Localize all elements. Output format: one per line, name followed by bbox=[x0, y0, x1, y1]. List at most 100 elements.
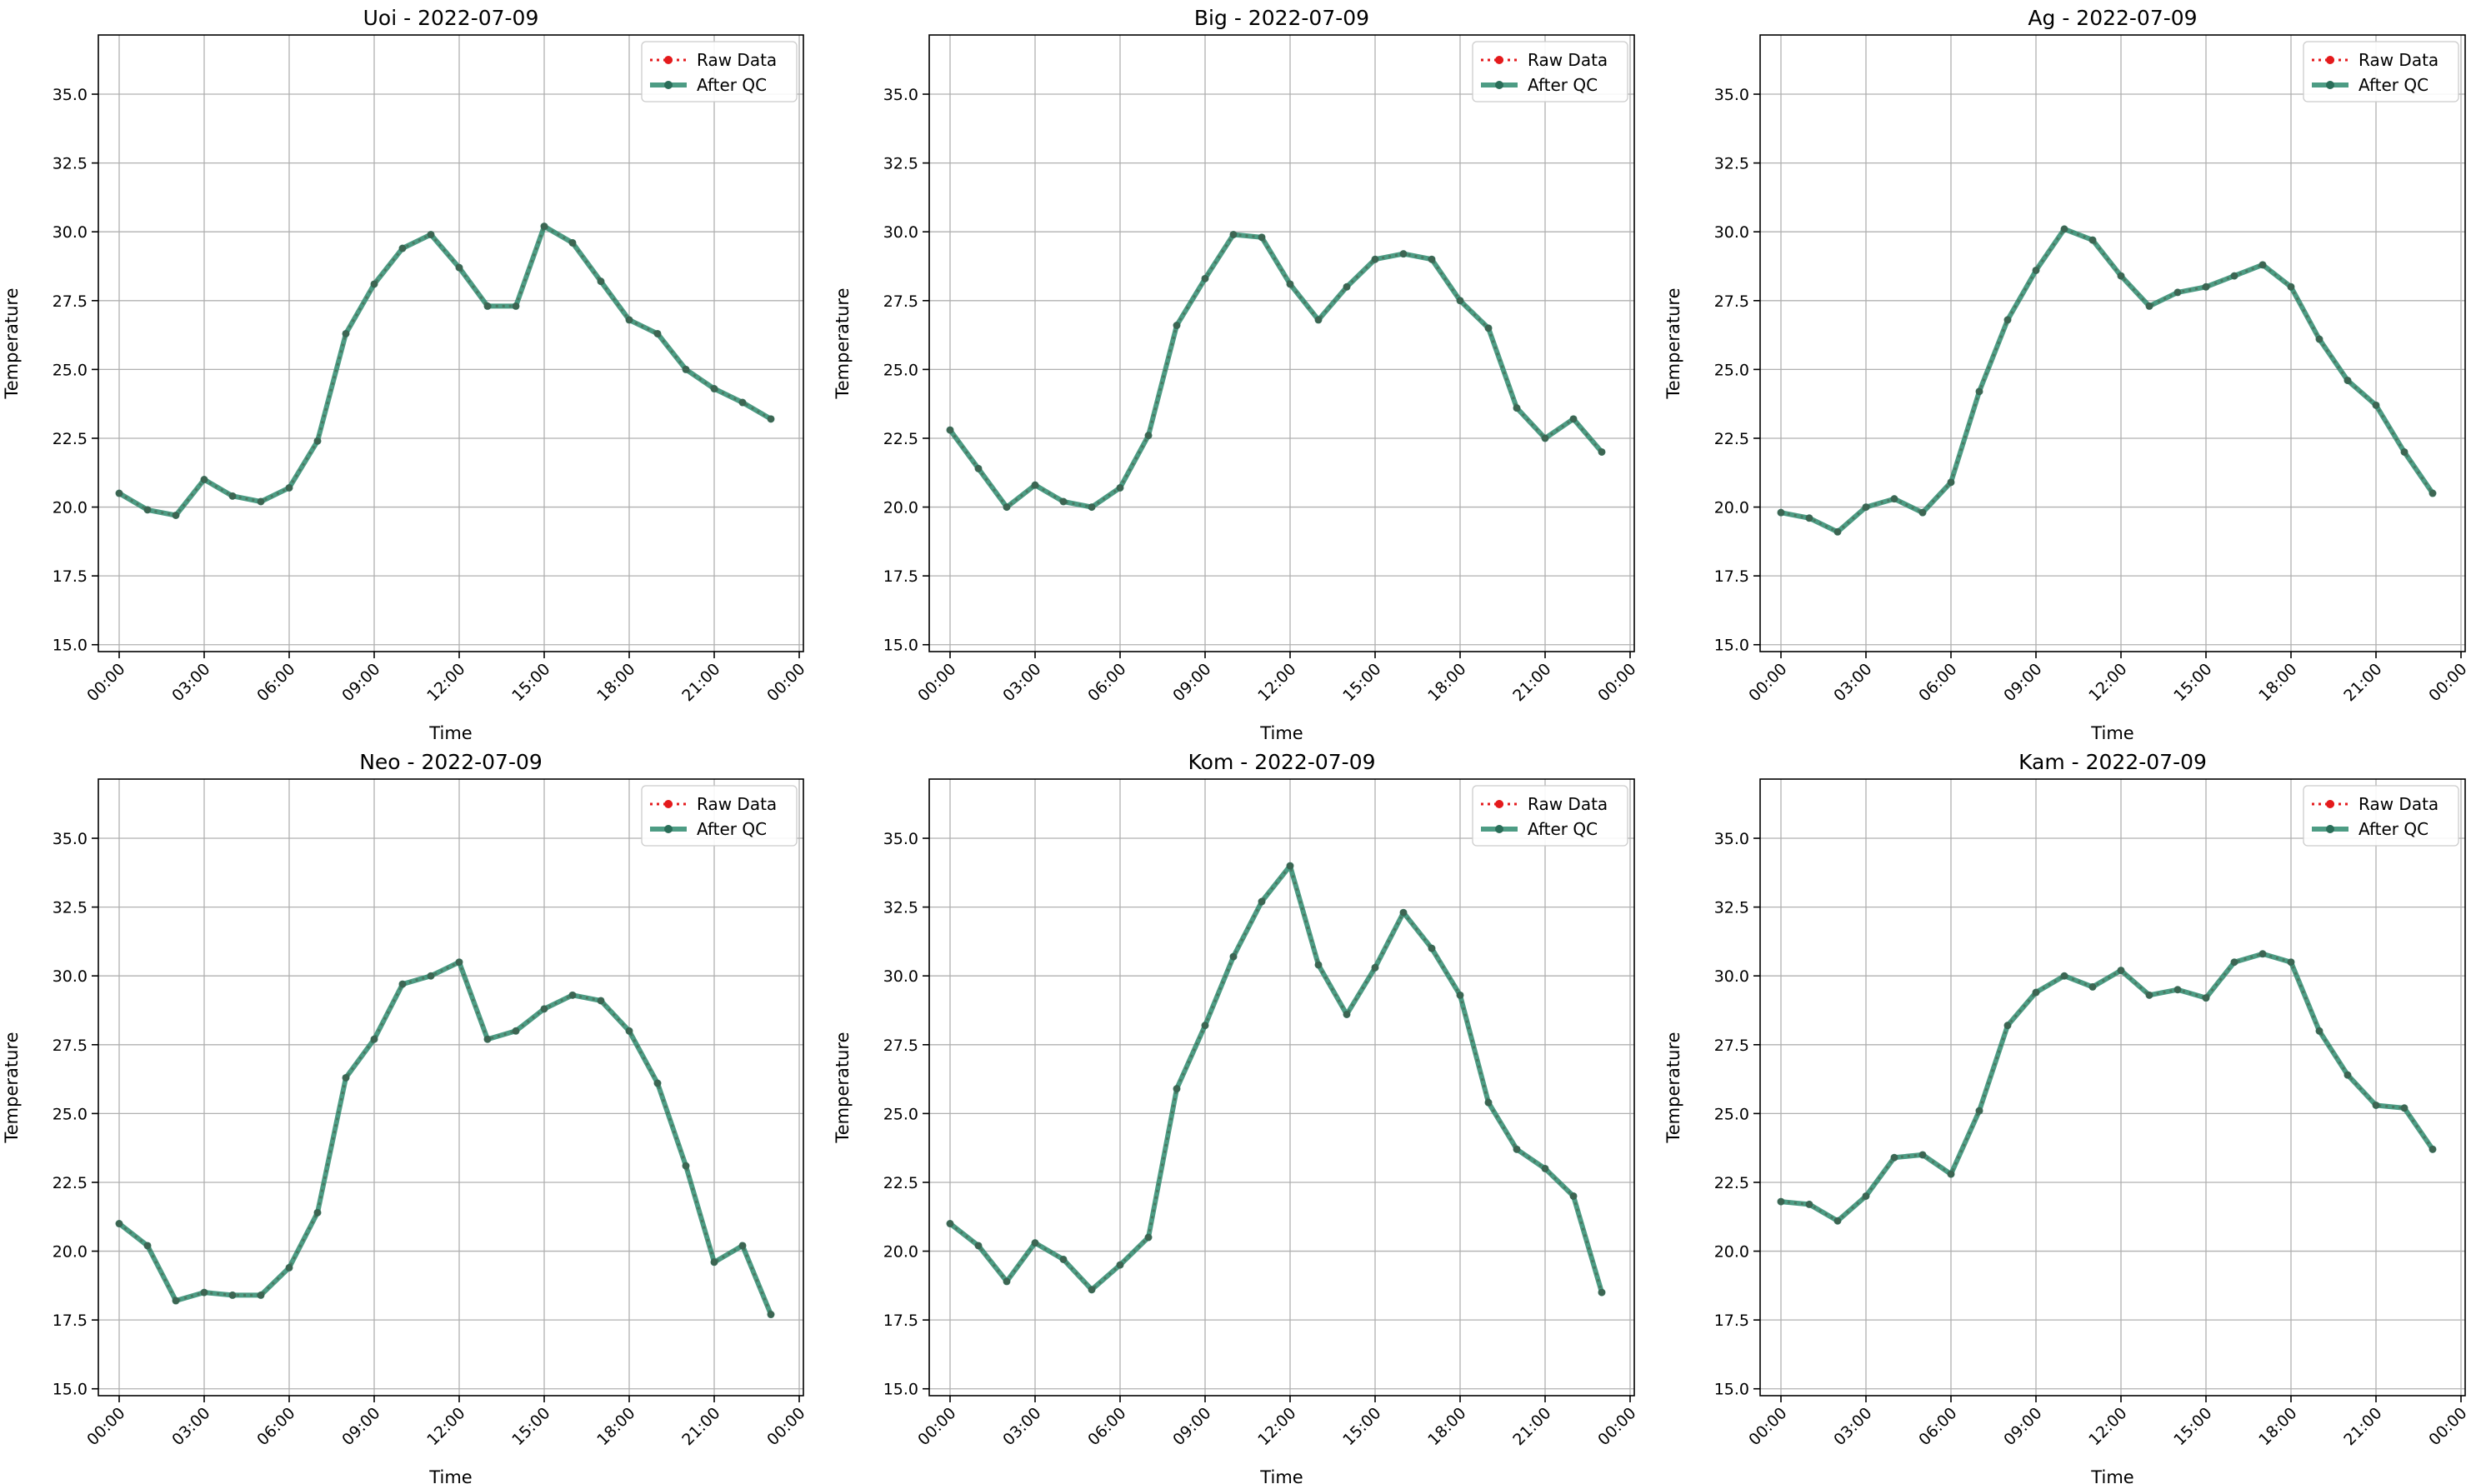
after-qc-point bbox=[540, 222, 548, 231]
plot-area bbox=[98, 35, 803, 652]
legend-marker-after-qc bbox=[1495, 825, 1503, 833]
legend: Raw Data After QC bbox=[2303, 41, 2459, 102]
after-qc-point bbox=[1116, 483, 1124, 492]
x-tick-label: 09:00 bbox=[1169, 1404, 1214, 1449]
x-tick-label: 09:00 bbox=[1169, 660, 1214, 705]
x-tick-label: 00:00 bbox=[763, 1404, 808, 1449]
x-tick-label: 06:00 bbox=[1915, 660, 1960, 705]
series-line-after-qc bbox=[1780, 951, 2435, 1224]
y-tick-label: 35.0 bbox=[53, 86, 88, 104]
after-qc-point bbox=[285, 483, 293, 492]
x-tick-label: 15:00 bbox=[1339, 660, 1384, 705]
x-tick-label: 00:00 bbox=[763, 660, 808, 705]
plot-frame bbox=[1759, 34, 2466, 652]
y-tick-label: 22.5 bbox=[53, 1174, 88, 1192]
after-qc-point bbox=[2372, 401, 2380, 409]
after-qc-point bbox=[455, 263, 463, 272]
x-tick-label: 09:00 bbox=[338, 660, 383, 705]
after-qc-point bbox=[974, 464, 983, 472]
after-qc-point bbox=[2230, 958, 2238, 967]
after-qc-point bbox=[342, 329, 350, 337]
y-tick-label: 20.0 bbox=[1714, 1243, 1749, 1262]
after-qc-point bbox=[1456, 297, 1464, 305]
after-qc-point bbox=[1890, 495, 1898, 503]
after-qc-point bbox=[1862, 1192, 1870, 1200]
after-qc-point bbox=[946, 426, 954, 434]
after-qc-point bbox=[2117, 272, 2125, 280]
after-qc-point bbox=[398, 980, 407, 988]
x-axis-label: Time bbox=[2090, 723, 2133, 743]
after-qc-point bbox=[483, 1035, 492, 1043]
x-tick-label: 12:00 bbox=[1254, 1404, 1299, 1449]
x-tick-label: 03:00 bbox=[999, 660, 1044, 705]
series-line-after-qc bbox=[118, 959, 773, 1316]
x-tick-label: 03:00 bbox=[168, 1404, 213, 1449]
legend-marker-raw-data bbox=[2326, 800, 2334, 808]
after-qc-point bbox=[115, 489, 123, 497]
x-tick-label: 12:00 bbox=[2085, 660, 2130, 705]
x-tick-label: 00:00 bbox=[1594, 660, 1639, 705]
after-qc-point bbox=[2060, 225, 2068, 233]
after-qc-point bbox=[1569, 415, 1578, 423]
after-qc-point bbox=[710, 385, 718, 393]
after-qc-point bbox=[228, 1291, 237, 1299]
after-qc-point bbox=[2060, 972, 2068, 980]
after-qc-point bbox=[1975, 1107, 1983, 1115]
x-tick-label: 00:00 bbox=[914, 660, 959, 705]
after-qc-point bbox=[1003, 1277, 1011, 1286]
after-qc-point bbox=[682, 365, 690, 373]
y-tick-label: 30.0 bbox=[1714, 223, 1749, 242]
plot-frame bbox=[928, 34, 1635, 652]
after-qc-point bbox=[1399, 250, 1408, 258]
after-qc-point bbox=[767, 415, 775, 423]
y-tick-label: 35.0 bbox=[1714, 86, 1749, 104]
after-qc-point bbox=[1201, 1022, 1209, 1030]
after-qc-point bbox=[2202, 994, 2210, 1002]
after-qc-point bbox=[427, 972, 435, 980]
y-tick-label: 25.0 bbox=[1714, 361, 1749, 379]
after-qc-point bbox=[625, 1027, 633, 1035]
after-qc-point bbox=[2428, 489, 2437, 497]
legend-label-after-qc: After QC bbox=[697, 819, 767, 839]
x-axis-label: Time bbox=[1259, 723, 1303, 743]
x-tick-label: 06:00 bbox=[1084, 1404, 1129, 1449]
y-tick-label: 32.5 bbox=[883, 155, 918, 173]
after-qc-point bbox=[1947, 1170, 1955, 1178]
after-qc-point bbox=[1428, 255, 1436, 263]
x-tick-label: 09:00 bbox=[2000, 660, 2045, 705]
after-qc-point bbox=[2372, 1101, 2380, 1109]
after-qc-point bbox=[1541, 434, 1549, 442]
y-tick-label: 25.0 bbox=[53, 361, 88, 379]
after-qc-point bbox=[1598, 447, 1606, 456]
after-qc-point bbox=[625, 316, 633, 324]
after-qc-point bbox=[1201, 274, 1209, 282]
legend-marker-after-qc bbox=[664, 825, 673, 833]
after-qc-point bbox=[2003, 1022, 2012, 1030]
y-axis-label: Temperature bbox=[1663, 287, 1683, 399]
x-tick-label: 00:00 bbox=[2425, 1404, 2470, 1449]
y-axis-label: Temperature bbox=[833, 287, 853, 399]
after-qc-point bbox=[1343, 282, 1351, 291]
y-tick-label: 35.0 bbox=[53, 830, 88, 848]
series-line-after-qc bbox=[948, 232, 1604, 510]
after-qc-point bbox=[2088, 982, 2097, 991]
y-tick-label: 15.0 bbox=[1714, 637, 1749, 655]
after-qc-point bbox=[2202, 282, 2210, 291]
after-qc-point bbox=[2400, 1104, 2408, 1112]
x-tick-label: 09:00 bbox=[338, 1404, 383, 1449]
after-qc-point bbox=[342, 1073, 350, 1082]
after-qc-point bbox=[200, 476, 208, 484]
after-qc-point bbox=[143, 506, 152, 514]
after-qc-point bbox=[2400, 447, 2408, 456]
after-qc-point bbox=[2173, 986, 2182, 994]
after-qc-point bbox=[2088, 236, 2097, 244]
legend-label-raw-data: Raw Data bbox=[2358, 50, 2438, 70]
legend-marker-raw-data bbox=[2326, 56, 2334, 64]
after-qc-point bbox=[313, 437, 322, 445]
after-qc-point bbox=[946, 1220, 954, 1228]
after-qc-point bbox=[568, 238, 577, 247]
x-axis-label: Time bbox=[428, 723, 472, 743]
after-qc-point bbox=[1371, 963, 1379, 972]
x-tick-label: 18:00 bbox=[593, 1404, 638, 1449]
